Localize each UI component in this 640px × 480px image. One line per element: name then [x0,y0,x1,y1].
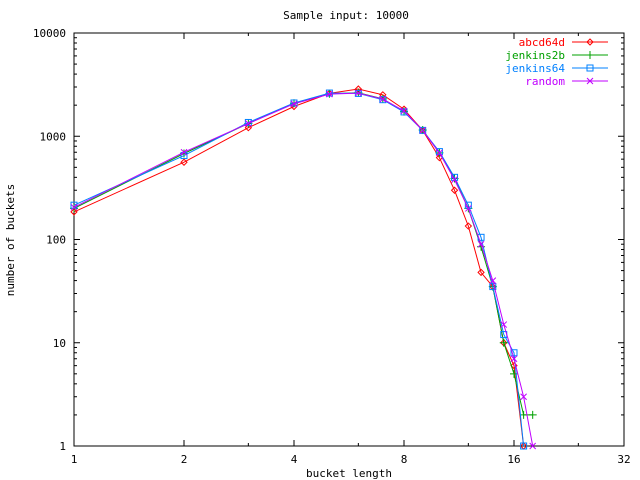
data-point-jenkins64 [489,283,497,291]
data-point-abcd64d [180,158,188,166]
axes: 1 10 100 1000 10000 1 2 4 8 16 32 [33,27,631,466]
x-tick-label: 1 [71,453,78,466]
data-point-random [500,321,508,328]
x-tick-label: 16 [507,453,520,466]
series-jenkins2b [70,88,537,419]
data-point-jenkins2b [528,410,537,419]
series-line-abcd64d [73,88,525,447]
data-point-random [510,355,518,363]
series-abcd64d [70,85,528,450]
plot-frame [73,32,625,447]
chart-title: Sample input: 10000 [283,9,409,22]
data-point-random [70,203,78,211]
data-point-random [477,240,485,248]
y-tick-label: 1000 [40,130,67,143]
data-point-random [326,90,333,98]
y-tick-label: 1 [59,440,66,453]
data-point-abcd64d [450,186,459,194]
data-point-random [180,148,188,156]
data-point-random [436,149,443,157]
data-point-jenkins2b [499,338,508,347]
legend-marker [586,38,594,46]
data-point-random [354,89,362,97]
data-point-jenkins64 [520,442,528,450]
x-axis-label: bucket length [306,467,392,480]
data-point-random [400,107,408,115]
legend-label: random [525,75,565,88]
data-point-jenkins64 [379,96,387,104]
legend-label: abcd64d [519,36,565,49]
data-point-random [489,277,497,284]
data-point-abcd64d [477,268,485,277]
legend-marker [586,51,594,59]
data-point-jenkins2b [519,410,528,419]
data-point-jenkins64 [400,108,408,116]
y-tick-label: 10000 [33,27,66,40]
data-point-jenkins64 [435,148,443,156]
data-point-random [520,393,527,401]
data-point-jenkins64 [70,201,78,209]
legend-marker [586,77,594,85]
series-line-jenkins2b [73,92,533,416]
x-tick-label: 8 [401,453,408,466]
legend-marker [586,64,594,72]
series-line-jenkins64 [73,92,525,447]
data-point-random [244,120,252,127]
data-point-jenkins64 [325,89,333,97]
data-point-abcd64d [244,123,253,132]
data-point-abcd64d [464,222,473,230]
data-point-random [419,127,427,134]
series-line-random [73,92,534,447]
series-jenkins64 [70,89,528,450]
data-point-random [290,100,298,108]
y-tick-label: 100 [46,234,66,247]
x-tick-label: 2 [181,453,188,466]
data-point-random [464,205,472,212]
data-point-random [451,176,458,183]
x-tick-label: 4 [291,453,298,466]
data-point-random [529,442,537,450]
x-tick-label: 32 [617,453,630,466]
legend-label: jenkins64 [505,62,565,75]
data-point-abcd64d [70,208,78,216]
data-point-jenkins64 [419,126,427,134]
data-point-random [379,95,387,103]
data-point-jenkins64 [510,349,518,357]
y-tick-label: 10 [53,337,66,350]
y-axis-label: number of buckets [4,184,17,297]
series-lines [70,85,537,450]
series-random [70,89,537,450]
legend-label: jenkins2b [505,49,565,62]
